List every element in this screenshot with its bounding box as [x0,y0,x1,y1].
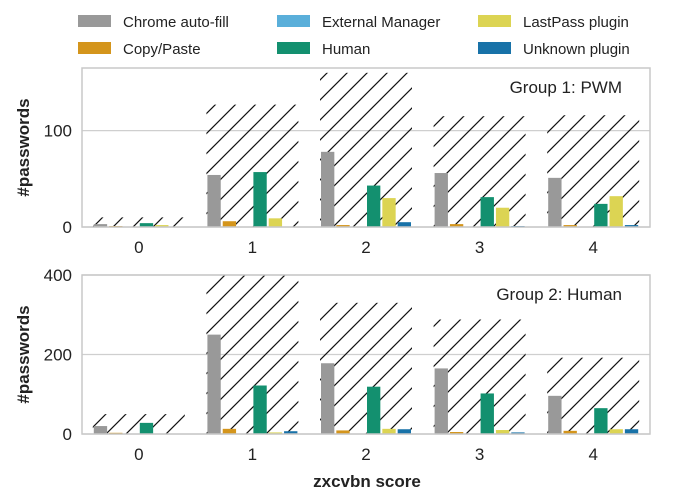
bar [268,218,283,227]
bar [480,393,494,434]
bar [207,334,221,434]
legend-label-4: LastPass plugin [523,14,629,31]
bar [594,203,608,227]
bar [268,432,283,434]
bar [624,429,639,434]
legend-label-0: Chrome auto-fill [123,14,229,31]
y-axis-label: #passwords [14,305,33,403]
legend-label-1: Copy/Paste [123,41,201,58]
y-tick-label: 400 [44,266,72,285]
bar [284,431,298,434]
panel-title: Group 1: PWM [510,78,622,97]
bar [336,225,350,227]
bar [336,430,350,434]
bar [207,174,221,227]
hatched-total-bar [92,414,185,434]
panel-group-2: 0 200 400 0 1 2 3 4 Group 2: Human #passwords [14,266,651,464]
bar [548,177,562,227]
hatched-total-bar [320,302,412,434]
bar [563,430,577,434]
x-tick-label: 0 [134,238,143,257]
hatched-total-bar [547,115,640,227]
hatched-total-bar [320,72,412,228]
bar [253,172,267,227]
bar [434,173,448,227]
plot-frame [81,67,651,228]
x-tick-label: 1 [248,238,257,257]
bar [495,430,510,434]
legend-swatch-5 [478,42,511,54]
bar [609,429,623,434]
y-tick-label: 100 [44,122,72,141]
bar [367,185,381,227]
x-tick-label: 3 [475,238,484,257]
legend-label-5: Unknown plugin [523,41,630,58]
bar [382,428,396,434]
hatched-total-bar [206,104,299,227]
y-tick-label: 0 [63,425,72,444]
panel-title: Group 2: Human [496,285,622,304]
bar [321,151,335,227]
x-tick-label: 4 [588,238,597,257]
legend: Chrome auto-fill Copy/Paste External Manag… [78,14,630,58]
bar [511,432,525,434]
legend-swatch-2 [277,15,310,27]
y-tick-label: 200 [44,346,72,365]
bar [563,225,577,227]
y-axis-label: #passwords [14,98,33,196]
bar [93,224,108,227]
legend-swatch-3 [277,42,310,54]
legend-label-2: External Manager [322,14,440,31]
bar [139,223,154,227]
y-tick-label: 0 [63,218,72,237]
bar [321,363,335,434]
bar [155,225,169,227]
x-axis-label: zxcvbn score [313,472,421,491]
bar [449,224,464,227]
x-tick-label: 3 [475,445,484,464]
x-tick-label: 0 [134,445,143,464]
hatched-total-bar [433,319,526,434]
legend-swatch-1 [78,42,111,54]
panel-group-1: 0 100 0 1 2 3 4 Group 1: PWM #passwords [14,67,651,257]
bar [397,222,411,227]
bar [495,207,510,227]
bar [480,197,494,227]
legend-swatch-4 [478,15,511,27]
legend-swatch-0 [78,15,111,27]
bar [139,422,154,434]
bar [382,198,396,227]
bar [548,395,562,434]
bar [594,408,608,434]
x-tick-label: 4 [588,445,597,464]
hatched-total-bar [433,116,526,227]
bar [93,426,108,434]
hatched-total-bar [92,217,185,227]
plot-frame [81,274,651,435]
bar [397,429,411,434]
bar [222,221,237,227]
bar [367,386,381,434]
x-tick-label: 2 [361,238,370,257]
bar [624,225,639,227]
bar [434,368,448,434]
legend-label-3: Human [322,41,370,58]
bar [253,385,267,434]
bar [609,196,623,227]
hatched-total-bar [547,357,640,434]
bar [222,428,237,434]
hatched-total-bar [206,275,299,434]
x-tick-label: 2 [361,445,370,464]
bar [449,432,464,434]
x-tick-label: 1 [248,445,257,464]
